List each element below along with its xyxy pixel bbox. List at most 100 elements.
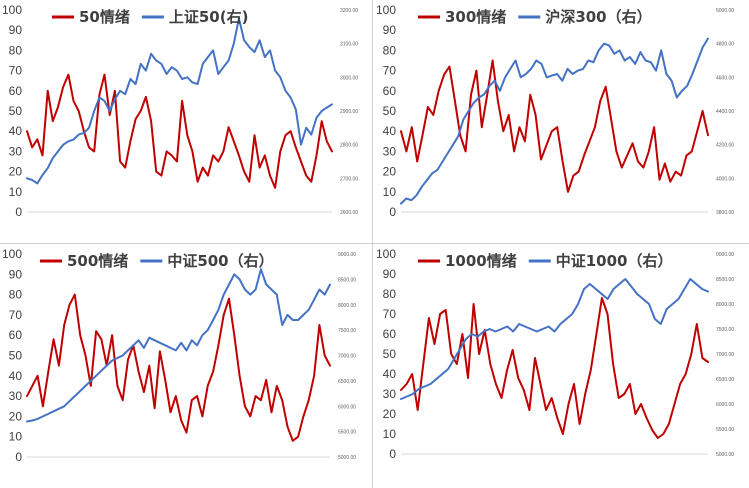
panel-divider-vertical bbox=[372, 0, 373, 488]
right-axis-tick: 6000.00 bbox=[716, 402, 734, 408]
left-axis-tick: 80 bbox=[9, 43, 23, 57]
right-axis-tick: 6500.00 bbox=[716, 377, 734, 383]
legend-label: 中证500（右） bbox=[167, 252, 273, 270]
index-series-line bbox=[26, 17, 333, 185]
index-series-line bbox=[400, 278, 709, 400]
right-axis-tick: 4400.00 bbox=[716, 109, 734, 115]
left-axis-tick: 50 bbox=[383, 347, 397, 361]
chart-panel-500: 0 10 20 30 40 50 60 70 80 90 100 5000.00 5500.00 6000… bbox=[0, 244, 372, 488]
right-axis-tick: 3000.00 bbox=[340, 75, 358, 81]
right-axis-tick: 2600.00 bbox=[340, 210, 358, 216]
legend-label: 沪深300（右） bbox=[545, 8, 651, 26]
legend-label: 50情绪 bbox=[79, 8, 130, 26]
left-axis-tick: 100 bbox=[376, 247, 396, 261]
right-axis-tick: 5000.00 bbox=[716, 452, 734, 458]
right-axis-tick: 8500.00 bbox=[338, 277, 356, 283]
left-axis-tick: 60 bbox=[383, 327, 397, 341]
left-axis-tick: 90 bbox=[383, 267, 397, 281]
left-axis-tick: 70 bbox=[383, 307, 397, 321]
left-axis-tick: 40 bbox=[9, 369, 23, 383]
legend-label: 300情绪 bbox=[445, 8, 506, 26]
left-axis-tick: 60 bbox=[383, 84, 397, 98]
left-axis-tick: 60 bbox=[9, 84, 23, 98]
left-axis-tick: 20 bbox=[383, 407, 397, 421]
left-axis-tick: 80 bbox=[9, 288, 23, 302]
right-axis-tick: 4600.00 bbox=[716, 75, 734, 81]
left-axis-tick: 90 bbox=[9, 267, 23, 281]
right-axis-tick: 7500.00 bbox=[338, 328, 356, 334]
left-axis-tick: 50 bbox=[383, 104, 397, 118]
right-axis-tick: 8500.00 bbox=[716, 277, 734, 283]
right-axis-tick: 7500.00 bbox=[716, 327, 734, 333]
right-axis-tick: 3800.00 bbox=[716, 210, 734, 216]
chart-svg-300: 0 10 20 30 40 50 60 70 80 90 100 3800.00 4000.00 4200… bbox=[376, 3, 734, 219]
left-axis-tick: 20 bbox=[9, 409, 23, 423]
right-axis-tick: 5500.00 bbox=[338, 430, 356, 436]
left-axis-tick: 90 bbox=[383, 23, 397, 37]
chart-panel-50: 0 10 20 30 40 50 60 70 80 90 100 2600.00 2700.00 2800… bbox=[0, 0, 372, 243]
right-axis-tick: 7000.00 bbox=[338, 354, 356, 360]
left-axis-tick: 30 bbox=[9, 144, 23, 158]
legend-label: 500情绪 bbox=[67, 252, 128, 270]
left-axis-tick: 10 bbox=[383, 185, 397, 199]
legend-label: 中证1000（右） bbox=[556, 252, 673, 270]
right-axis-tick: 5000.00 bbox=[338, 455, 356, 461]
left-axis-tick: 70 bbox=[9, 64, 23, 78]
chart-svg-500: 0 10 20 30 40 50 60 70 80 90 100 5000.00 5500.00 6000… bbox=[2, 247, 356, 464]
index-series-line bbox=[400, 37, 709, 205]
left-axis-tick: 20 bbox=[383, 165, 397, 179]
right-axis-tick: 2800.00 bbox=[340, 143, 358, 149]
right-axis-tick: 4200.00 bbox=[716, 143, 734, 149]
chart-svg-50: 0 10 20 30 40 50 60 70 80 90 100 2600.00 2700.00 2800… bbox=[2, 3, 358, 219]
index-series-line bbox=[26, 268, 331, 423]
left-axis-tick: 40 bbox=[383, 367, 397, 381]
right-axis-tick: 5500.00 bbox=[716, 427, 734, 433]
right-axis-tick: 8000.00 bbox=[716, 302, 734, 308]
left-axis-tick: 30 bbox=[383, 144, 397, 158]
left-axis-tick: 10 bbox=[9, 185, 23, 199]
left-axis-tick: 100 bbox=[2, 247, 22, 261]
right-axis-tick: 4800.00 bbox=[716, 42, 734, 48]
right-axis-tick: 8000.00 bbox=[338, 303, 356, 309]
legend-label: 上证50(右) bbox=[169, 8, 249, 26]
right-axis-tick: 2900.00 bbox=[340, 109, 358, 115]
left-axis-tick: 100 bbox=[376, 3, 396, 17]
sentiment-series-line bbox=[26, 73, 333, 189]
left-axis-tick: 100 bbox=[2, 3, 22, 17]
left-axis-tick: 0 bbox=[15, 450, 22, 464]
right-axis-tick: 3200.00 bbox=[340, 8, 358, 14]
left-axis-tick: 20 bbox=[9, 165, 23, 179]
left-axis-tick: 30 bbox=[383, 387, 397, 401]
chart-panel-1000: 0 10 20 30 40 50 60 70 80 90 100 5000.00 5500.00 6000… bbox=[373, 244, 749, 488]
left-axis-tick: 0 bbox=[15, 205, 22, 219]
left-axis-tick: 40 bbox=[9, 124, 23, 138]
chart-panel-300: 0 10 20 30 40 50 60 70 80 90 100 3800.00 4000.00 4200… bbox=[373, 0, 749, 243]
right-axis-tick: 7000.00 bbox=[716, 352, 734, 358]
right-axis-tick: 4000.00 bbox=[716, 176, 734, 182]
left-axis-tick: 30 bbox=[9, 389, 23, 403]
left-axis-tick: 0 bbox=[389, 205, 396, 219]
right-axis-tick: 3100.00 bbox=[340, 42, 358, 48]
left-axis-tick: 90 bbox=[9, 23, 23, 37]
right-axis-tick: 9000.00 bbox=[716, 252, 734, 258]
left-axis-tick: 60 bbox=[9, 328, 23, 342]
panel-divider-horizontal bbox=[0, 243, 749, 244]
legend-label: 1000情绪 bbox=[445, 252, 517, 270]
chart-svg-1000: 0 10 20 30 40 50 60 70 80 90 100 5000.00 5500.00 6000… bbox=[376, 247, 734, 461]
left-axis-tick: 0 bbox=[389, 447, 396, 461]
left-axis-tick: 10 bbox=[383, 427, 397, 441]
right-axis-tick: 9000.00 bbox=[338, 252, 356, 258]
sentiment-series-line bbox=[400, 297, 709, 439]
right-axis-tick: 6000.00 bbox=[338, 404, 356, 410]
left-axis-tick: 80 bbox=[383, 43, 397, 57]
left-axis-tick: 70 bbox=[383, 64, 397, 78]
left-axis-tick: 50 bbox=[9, 349, 23, 363]
left-axis-tick: 40 bbox=[383, 124, 397, 138]
left-axis-tick: 50 bbox=[9, 104, 23, 118]
sentiment-series-line bbox=[400, 59, 709, 193]
left-axis-tick: 70 bbox=[9, 308, 23, 322]
left-axis-tick: 80 bbox=[383, 287, 397, 301]
right-axis-tick: 5000.00 bbox=[716, 8, 734, 14]
sentiment-series-line bbox=[26, 293, 331, 442]
left-axis-tick: 10 bbox=[9, 430, 23, 444]
